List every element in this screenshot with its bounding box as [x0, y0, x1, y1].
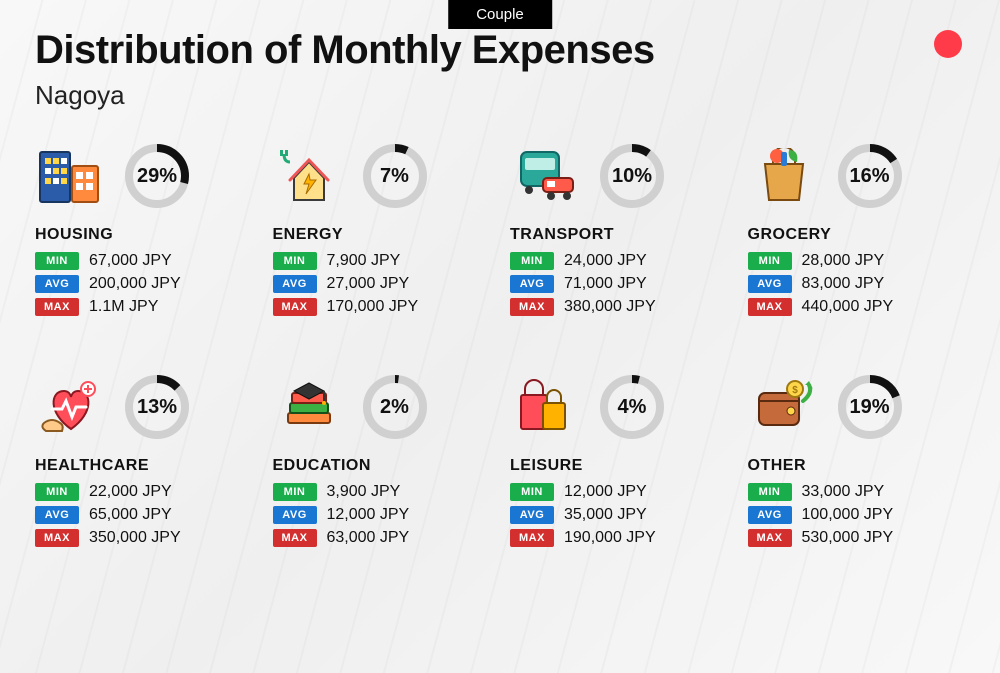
- category-card-education: 2% EDUCATION MIN3,900 JPY AVG12,000 JPY …: [273, 371, 491, 552]
- min-badge: MIN: [273, 483, 317, 501]
- category-name: ENERGY: [273, 226, 491, 244]
- category-card-transport: 10% TRANSPORT MIN 24,000 JPY AVG 71,000 JP…: [510, 140, 728, 321]
- percent-ring: 29%: [121, 140, 193, 212]
- household-tag: Couple: [448, 0, 552, 29]
- min-badge: MIN: [748, 252, 792, 270]
- min-value: 7,900 JPY: [327, 252, 401, 270]
- max-value: 63,000 JPY: [327, 529, 410, 547]
- accent-dot-icon: [934, 30, 962, 58]
- percent-label: 29%: [121, 140, 193, 212]
- avg-badge: AVG: [510, 275, 554, 293]
- category-grid: 29% HOUSING MIN 67,000 JPY AVG 200,000 JPY…: [35, 140, 965, 552]
- avg-value: 27,000 JPY: [327, 275, 410, 293]
- min-value: 28,000 JPY: [802, 252, 885, 270]
- avg-value: 200,000 JPY: [89, 275, 181, 293]
- percent-label: 19%: [834, 371, 906, 443]
- leisure-icon: [510, 376, 582, 438]
- category-name: TRANSPORT: [510, 226, 728, 244]
- max-value: 350,000 JPY: [89, 529, 181, 547]
- percent-label: 16%: [834, 140, 906, 212]
- percent-label: 7%: [359, 140, 431, 212]
- max-value: 530,000 JPY: [802, 529, 894, 547]
- max-badge: MAX: [748, 529, 792, 547]
- grocery-icon: [748, 145, 820, 207]
- avg-badge: AVG: [748, 506, 792, 524]
- avg-badge: AVG: [35, 275, 79, 293]
- percent-ring: 13%: [121, 371, 193, 443]
- transport-icon: [510, 145, 582, 207]
- percent-label: 4%: [596, 371, 668, 443]
- percent-ring: 7%: [359, 140, 431, 212]
- percent-label: 10%: [596, 140, 668, 212]
- percent-ring: 2%: [359, 371, 431, 443]
- min-badge: MIN: [35, 483, 79, 501]
- percent-ring: 16%: [834, 140, 906, 212]
- category-name: OTHER: [748, 457, 966, 475]
- category-card-grocery: 16% GROCERY MIN28,000 JPY AVG83,000 JPY …: [748, 140, 966, 321]
- min-badge: MIN: [748, 483, 792, 501]
- percent-ring: 19%: [834, 371, 906, 443]
- category-name: HEALTHCARE: [35, 457, 253, 475]
- max-badge: MAX: [510, 529, 554, 547]
- percent-ring: 4%: [596, 371, 668, 443]
- avg-badge: AVG: [35, 506, 79, 524]
- max-value: 1.1M JPY: [89, 298, 158, 316]
- category-name: GROCERY: [748, 226, 966, 244]
- max-badge: MAX: [35, 298, 79, 316]
- avg-value: 35,000 JPY: [564, 506, 647, 524]
- max-value: 380,000 JPY: [564, 298, 656, 316]
- max-badge: MAX: [273, 298, 317, 316]
- category-card-leisure: 4% LEISURE MIN 12,000 JPY AVG 35,000 JPY M…: [510, 371, 728, 552]
- category-card-other: $ 19% OTHER MIN 33,000 JPY AVG 100,000 JPY…: [748, 371, 966, 552]
- avg-badge: AVG: [273, 275, 317, 293]
- max-badge: MAX: [273, 529, 317, 547]
- min-badge: MIN: [273, 252, 317, 270]
- max-badge: MAX: [510, 298, 554, 316]
- avg-value: 12,000 JPY: [327, 506, 410, 524]
- avg-badge: AVG: [510, 506, 554, 524]
- min-value: 24,000 JPY: [564, 252, 647, 270]
- avg-value: 83,000 JPY: [802, 275, 885, 293]
- city-subtitle: Nagoya: [35, 80, 125, 111]
- other-icon: $: [748, 376, 820, 438]
- percent-ring: 10%: [596, 140, 668, 212]
- percent-label: 13%: [121, 371, 193, 443]
- max-badge: MAX: [748, 298, 792, 316]
- housing-icon: [35, 145, 107, 207]
- category-card-housing: 29% HOUSING MIN 67,000 JPY AVG 200,000 JPY…: [35, 140, 253, 321]
- category-card-energy: 7% ENERGY MIN 7,900 JPY AVG 27,000 JPY MAX…: [273, 140, 491, 321]
- category-name: EDUCATION: [273, 457, 491, 475]
- percent-label: 2%: [359, 371, 431, 443]
- avg-value: 65,000 JPY: [89, 506, 172, 524]
- min-badge: MIN: [35, 252, 79, 270]
- page-title: Distribution of Monthly Expenses: [35, 28, 655, 73]
- category-card-healthcare: 13% HEALTHCARE MIN 22,000 JPY AVG 65,000 J…: [35, 371, 253, 552]
- education-icon: [273, 376, 345, 438]
- category-name: LEISURE: [510, 457, 728, 475]
- category-name: HOUSING: [35, 226, 253, 244]
- avg-badge: AVG: [273, 506, 317, 524]
- max-value: 440,000 JPY: [802, 298, 894, 316]
- energy-icon: [273, 145, 345, 207]
- min-value: 33,000 JPY: [802, 483, 885, 501]
- min-value: 3,900 JPY: [327, 483, 401, 501]
- max-badge: MAX: [35, 529, 79, 547]
- min-value: 22,000 JPY: [89, 483, 172, 501]
- max-value: 170,000 JPY: [327, 298, 419, 316]
- max-value: 190,000 JPY: [564, 529, 656, 547]
- min-badge: MIN: [510, 483, 554, 501]
- min-badge: MIN: [510, 252, 554, 270]
- min-value: 12,000 JPY: [564, 483, 647, 501]
- avg-value: 71,000 JPY: [564, 275, 647, 293]
- svg-text:$: $: [792, 385, 798, 396]
- avg-value: 100,000 JPY: [802, 506, 894, 524]
- avg-badge: AVG: [748, 275, 792, 293]
- min-value: 67,000 JPY: [89, 252, 172, 270]
- healthcare-icon: [35, 376, 107, 438]
